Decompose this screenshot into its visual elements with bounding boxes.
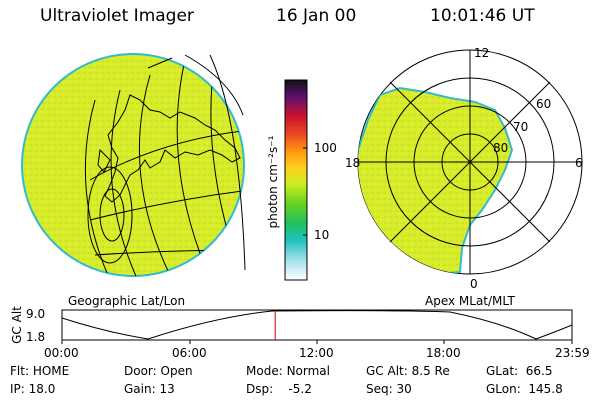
status-flt: Flt: HOME [10, 364, 70, 378]
mlat-label-70: 70 [513, 120, 529, 134]
colorbar-tick-10: 10 [314, 228, 330, 242]
status-glon: GLon: 145.8 [486, 382, 563, 396]
status-gc-alt: GC Alt: 8.5 Re [366, 364, 450, 378]
time-tick: 00:00 [44, 346, 79, 360]
status-ip: IP: 18.0 [10, 382, 56, 396]
mlt-label-0: 0 [470, 277, 478, 291]
colorbar-unit-label: photon cm⁻²s⁻¹ [266, 135, 280, 229]
altitude-ylabel: GC Alt [10, 306, 24, 344]
left-panel-caption: Geographic Lat/Lon [68, 294, 186, 308]
status-door: Door: Open [124, 364, 193, 378]
colorbar [284, 79, 308, 281]
geographic-disk [21, 53, 246, 277]
mlat-label-80: 80 [493, 141, 509, 155]
time-tick: 23:59 [555, 346, 590, 360]
instrument-title: Ultraviolet Imager [40, 6, 194, 26]
status-dsp: Dsp: -5.2 [246, 382, 312, 396]
altitude-tick-max: 9.0 [26, 307, 46, 321]
polar-plot [357, 49, 583, 275]
status-glat: GLat: 66.5 [486, 364, 553, 378]
mlat-label-60: 60 [536, 97, 552, 111]
status-seq: Seq: 30 [366, 382, 412, 396]
altitude-tick-min: 1.8 [26, 330, 46, 344]
right-panel-caption: Apex MLat/MLT [425, 294, 515, 308]
time-tick: 06:00 [172, 346, 207, 360]
colorbar-tick-100: 100 [314, 141, 337, 155]
time-tick: 18:00 [426, 346, 461, 360]
status-gain: Gain: 13 [124, 382, 175, 396]
mlt-label-18: 18 [345, 156, 361, 170]
time-tick: 12:00 [299, 346, 334, 360]
date-label: 16 Jan 00 [276, 6, 357, 26]
mlt-label-6: 6 [575, 156, 583, 170]
status-mode: Mode: Normal [246, 364, 330, 378]
time-label: 10:01:46 UT [430, 6, 535, 26]
mlt-label-12: 12 [474, 46, 490, 60]
coastline [104, 94, 241, 203]
altitude-strip [61, 309, 573, 344]
altitude-curve [61, 310, 573, 340]
